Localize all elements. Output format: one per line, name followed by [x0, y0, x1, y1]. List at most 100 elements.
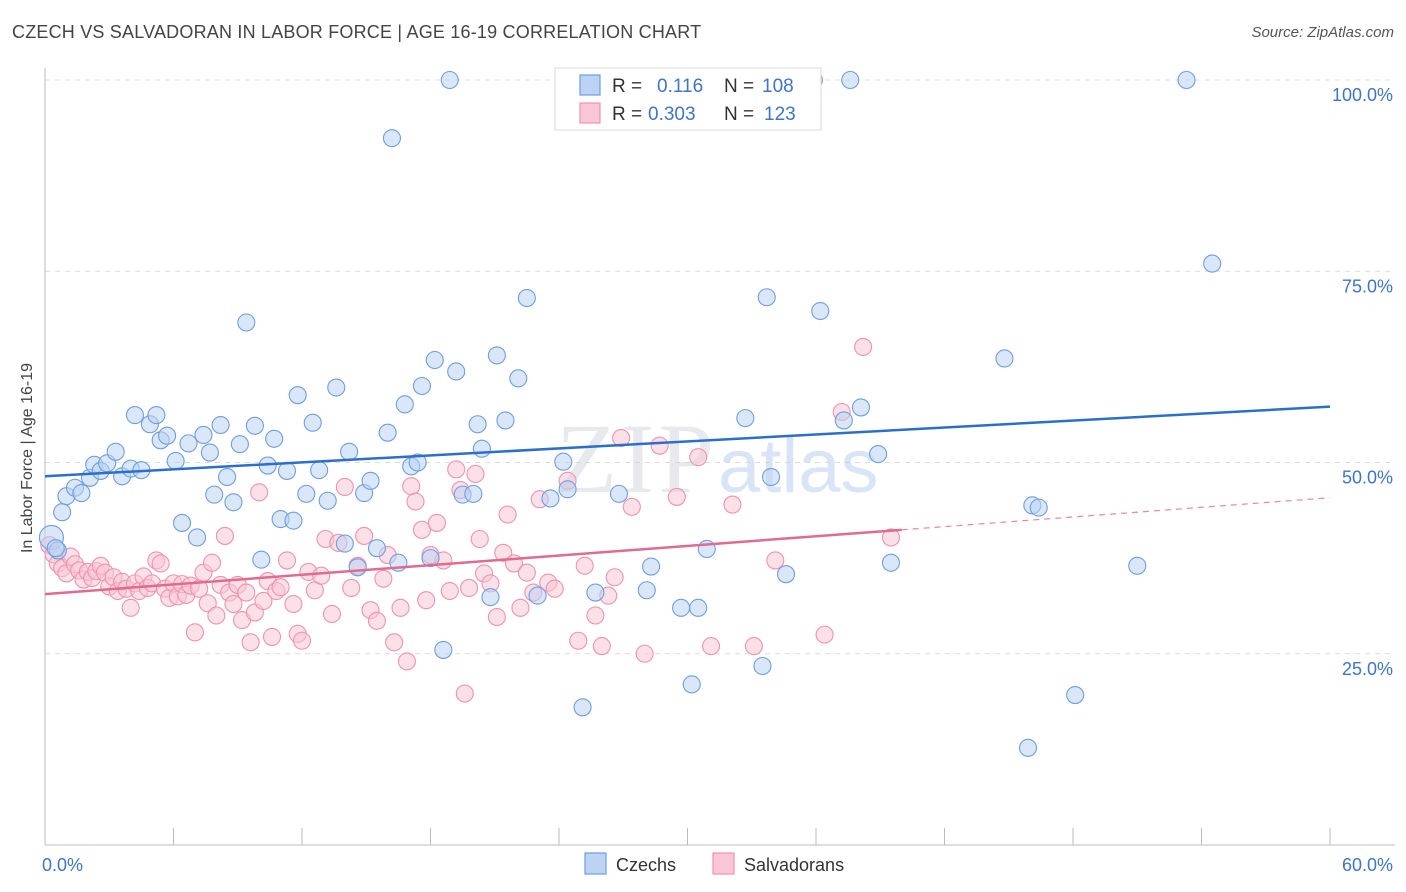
salvadorans-point	[417, 591, 436, 610]
legend-czechs-label: Czechs	[616, 855, 676, 875]
salvadorans-point	[342, 578, 361, 598]
czechs-point	[496, 411, 515, 430]
czechs-point	[277, 461, 297, 480]
salvadorans-point	[391, 598, 410, 617]
czechs-point	[252, 550, 271, 569]
czechs-point	[158, 426, 177, 445]
salvadorans-point	[592, 637, 611, 656]
salvadorans-point	[374, 569, 393, 588]
salvadorans-point	[455, 684, 474, 703]
salvadorans-point	[203, 553, 222, 572]
salvadorans-n-label: N =	[724, 104, 754, 125]
series-legend: Czechs Salvadorans	[584, 852, 844, 875]
czechs-point	[230, 435, 249, 454]
czechs-point	[1177, 70, 1196, 90]
salvadorans-trend-extension	[901, 497, 1331, 531]
salvadorans-point	[881, 528, 901, 547]
czechs-point	[1066, 686, 1085, 705]
czechs-point	[468, 415, 487, 434]
czechs-point	[586, 583, 605, 602]
czechs-point	[487, 346, 506, 365]
salvadorans-point	[224, 594, 243, 614]
czechs-point	[106, 442, 125, 461]
czechs-point	[811, 301, 830, 321]
czechs-point	[288, 386, 307, 405]
czechs-point	[200, 443, 219, 462]
czechs-point	[642, 557, 661, 576]
salvadorans-point	[487, 607, 506, 627]
czechs-point	[382, 129, 402, 148]
czechs-point	[757, 288, 776, 307]
czechs-point	[776, 565, 796, 584]
czechs-point	[841, 70, 860, 90]
salvadorans-point	[545, 579, 564, 598]
source-label: Source: ZipAtlas.com	[1251, 24, 1394, 41]
czechs-point	[284, 511, 303, 530]
salvadorans-point	[517, 563, 536, 582]
czechs-point	[297, 484, 316, 503]
czechs-point	[517, 288, 536, 308]
czechs-point	[194, 425, 213, 445]
legend-salvadorans-label: Salvadorans	[744, 855, 844, 875]
czechs-point	[440, 70, 459, 90]
salvadorans-r-label: R =	[612, 104, 642, 125]
y-tick-labels: 25.0% 50.0% 75.0% 100.0%	[1332, 85, 1393, 679]
salvadorans-legend-swatch	[579, 102, 601, 124]
salvadorans-point	[284, 594, 303, 614]
salvadorans-point	[322, 604, 342, 624]
salvadorans-point	[207, 606, 226, 625]
czechs-point	[1018, 738, 1038, 757]
czechs-point	[310, 461, 329, 480]
salvadorans-point	[198, 594, 217, 613]
salvadorans-point	[237, 583, 256, 602]
salvadorans-point	[612, 428, 631, 448]
czechs-point	[217, 467, 237, 487]
salvadorans-point	[498, 505, 517, 524]
czechs-point	[689, 598, 708, 617]
czechs-point	[147, 406, 166, 425]
czechs-point	[125, 406, 144, 425]
salvadorans-point	[402, 477, 421, 496]
grid-lines	[45, 79, 1395, 655]
czechs-point	[672, 598, 691, 617]
czechs-point	[412, 376, 431, 396]
czechs-point	[834, 411, 853, 430]
salvadorans-point	[815, 625, 834, 644]
trend-lines	[44, 405, 1331, 596]
czechs-point	[303, 413, 322, 432]
czechs-trend-line	[44, 405, 1331, 478]
salvadorans-point	[447, 460, 466, 479]
salvadorans-point	[215, 526, 234, 545]
watermark-zip: ZIP	[556, 403, 718, 514]
salvadorans-point	[854, 337, 873, 357]
czechs-point	[348, 558, 367, 577]
legend-salvadorans-swatch	[712, 852, 735, 875]
salvadorans-point	[355, 526, 374, 545]
czechs-point	[378, 423, 397, 442]
salvadorans-point	[622, 497, 641, 516]
czechs-point	[541, 489, 560, 508]
czechs-r-value: 0.116	[657, 76, 703, 97]
salvadorans-point	[575, 556, 594, 575]
czechs-point	[425, 350, 444, 370]
czechs-point	[1203, 254, 1222, 273]
salvadorans-point	[569, 631, 588, 650]
czechs-point	[1128, 556, 1147, 575]
legend-czechs-swatch	[584, 852, 607, 875]
salvadorans-point	[689, 448, 708, 467]
czechs-point	[881, 553, 901, 572]
salvadorans-point	[494, 543, 513, 562]
salvadorans-point	[635, 644, 654, 663]
salvadorans-point	[312, 566, 331, 585]
salvadorans-point	[667, 487, 686, 506]
czechs-point	[682, 675, 701, 694]
salvadorans-point	[650, 436, 669, 455]
y-tick-label: 100.0%	[1332, 85, 1393, 105]
salvadorans-point	[151, 554, 170, 573]
salvadorans-point	[766, 551, 785, 570]
czechs-point	[736, 409, 755, 428]
czechs-point	[361, 471, 380, 490]
czechs-point	[72, 484, 91, 503]
chart-title: CZECH VS SALVADORAN IN LABOR FORCE | AGE…	[12, 22, 702, 42]
czechs-point	[637, 581, 656, 600]
